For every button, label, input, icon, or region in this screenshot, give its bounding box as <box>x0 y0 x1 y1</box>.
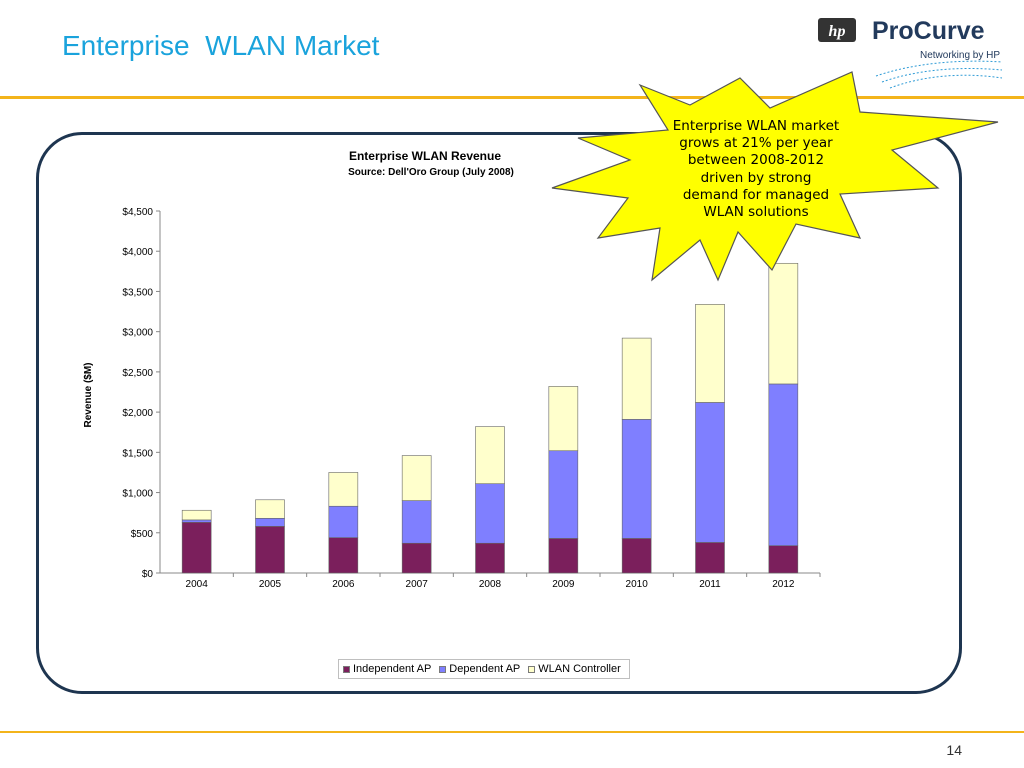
starburst-shape <box>551 71 999 282</box>
header-divider <box>0 96 1024 99</box>
legend-swatch-wlan-controller <box>528 665 536 673</box>
legend-item-independent-ap: Independent AP <box>343 663 431 675</box>
slide-number: 14 <box>946 742 962 758</box>
legend-swatch-dependent-ap <box>439 665 447 673</box>
callout-text: Enterprise WLAN market grows at 21% per … <box>672 118 840 221</box>
procurve-logo: hp ProCurve Networking by HP <box>818 17 1003 89</box>
legend-label-independent-ap: Independent AP <box>353 663 432 675</box>
legend-swatch-independent-ap <box>343 665 350 673</box>
slide-title: Enterprise WLAN Market <box>62 30 380 61</box>
legend-item-wlan-controller: WLAN Controller <box>528 663 621 675</box>
hp-logo-box <box>818 18 856 42</box>
footer-divider <box>0 731 1024 733</box>
callout-starburst <box>551 71 999 282</box>
logo-swoosh-icon <box>875 60 1003 89</box>
logo-tagline: Networking by HP <box>920 50 1000 61</box>
chart-legend: Independent AP Dependent AP WLAN Control… <box>338 659 630 679</box>
logo-brand: ProCurve <box>872 17 985 45</box>
legend-label-wlan-controller: WLAN Controller <box>538 663 621 675</box>
legend-item-dependent-ap: Dependent AP <box>439 663 520 675</box>
legend-label-dependent-ap: Dependent AP <box>449 663 521 675</box>
hp-logo-mark: hp <box>829 23 846 40</box>
